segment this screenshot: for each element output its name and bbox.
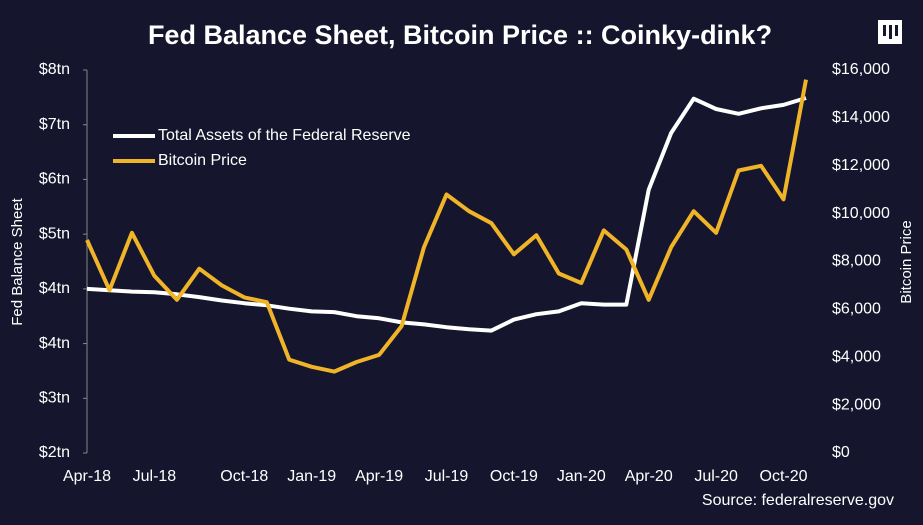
logo-bar xyxy=(883,25,886,36)
x-tick-label: Oct-19 xyxy=(490,468,538,485)
y2-axis-title: Bitcoin Price xyxy=(898,220,915,303)
y2-tick-label: $4,000 xyxy=(832,348,881,365)
y2-tick-label: $14,000 xyxy=(832,109,890,126)
y2-tick-label: $10,000 xyxy=(832,205,890,222)
x-tick-label: Jan-20 xyxy=(557,468,606,485)
x-tick-label: Jan-19 xyxy=(287,468,336,485)
y2-tick-label: $6,000 xyxy=(832,301,881,318)
x-tick-label: Oct-20 xyxy=(760,468,808,485)
logo-bar xyxy=(895,25,898,36)
y2-tick-label: $0 xyxy=(832,444,850,461)
y-axis-title: Fed Balance Sheet xyxy=(9,197,26,325)
x-tick-label: Jul-18 xyxy=(133,468,177,485)
y-tick-label: $7tn xyxy=(39,116,70,133)
x-tick-label: Oct-18 xyxy=(220,468,268,485)
logo xyxy=(878,20,902,44)
y-tick-label: $8tn xyxy=(39,61,70,78)
x-tick-label: Apr-20 xyxy=(625,468,673,485)
x-tick-label: Apr-18 xyxy=(63,468,111,485)
y-tick-label: $3tn xyxy=(39,390,70,407)
y2-tick-label: $12,000 xyxy=(832,157,890,174)
y-tick-label: $4tn xyxy=(39,280,70,297)
legend-label: Total Assets of the Federal Reserve xyxy=(158,127,411,144)
series-line xyxy=(86,96,807,333)
x-tick-label: Jul-19 xyxy=(425,468,469,485)
legend-label: Bitcoin Price xyxy=(158,152,247,169)
source: Source: federalreserve.gov xyxy=(702,492,894,509)
y2-tick-label: $16,000 xyxy=(832,61,890,78)
y-tick-label: $5tn xyxy=(39,225,70,242)
x-tick-label: Jul-20 xyxy=(694,468,738,485)
chart-title: Fed Balance Sheet, Bitcoin Price :: Coin… xyxy=(148,20,772,50)
y-tick-label: $2tn xyxy=(39,444,70,461)
x-tick-label: Apr-19 xyxy=(355,468,403,485)
logo-bar xyxy=(889,25,892,39)
y2-tick-label: $8,000 xyxy=(832,253,881,270)
y-tick-label: $6tn xyxy=(39,171,70,188)
series-line xyxy=(85,79,808,374)
y-tick-label: $4tn xyxy=(39,335,70,352)
y2-tick-label: $2,000 xyxy=(832,396,881,413)
